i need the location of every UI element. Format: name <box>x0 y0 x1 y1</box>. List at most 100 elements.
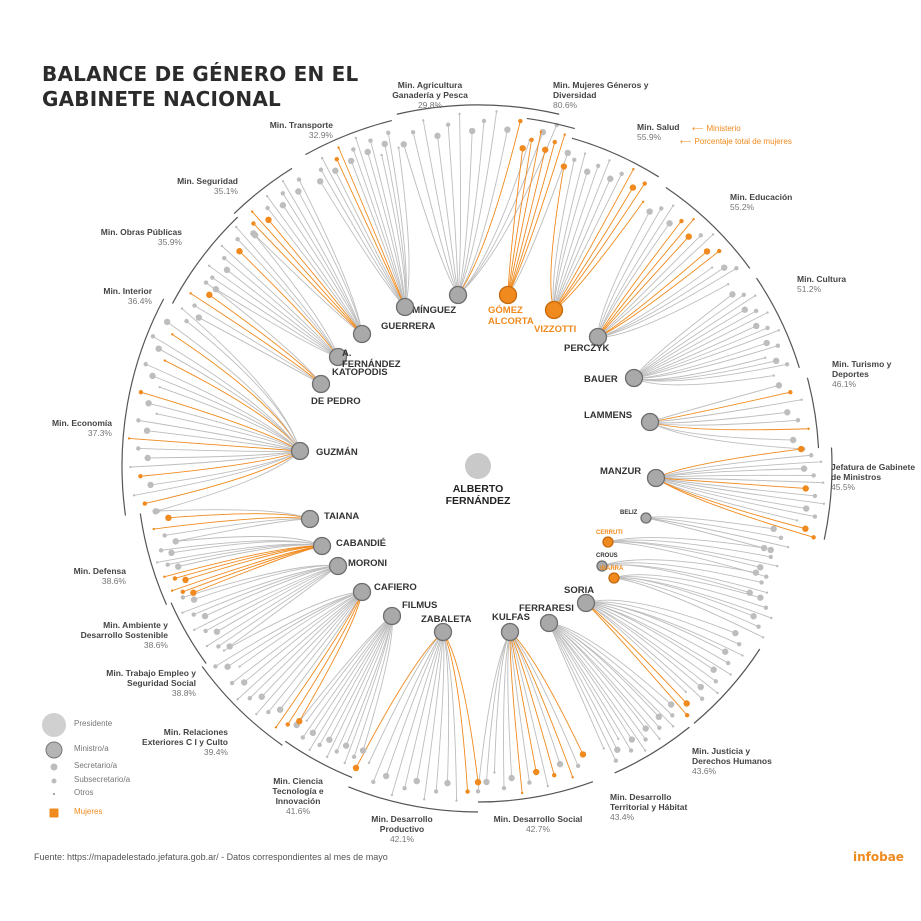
official-dot <box>811 473 816 478</box>
branch-line <box>385 631 444 777</box>
branch-line <box>437 135 459 296</box>
official-dot <box>325 755 329 759</box>
branch-line <box>321 157 406 308</box>
woman-official-dot <box>542 146 549 153</box>
minister-name: CAFIERO <box>374 582 417 593</box>
woman-official-dot <box>163 575 166 578</box>
official-dot <box>628 736 636 743</box>
official-dot <box>741 654 744 657</box>
official-dot <box>767 546 774 554</box>
ministry-name: Min. Desarrollo Territorial y Hábitat <box>610 792 687 812</box>
branch-line <box>645 517 789 548</box>
woman-official-dot <box>632 168 635 171</box>
official-dot <box>434 132 441 140</box>
branch-line <box>182 565 339 614</box>
ministry-name: Min. Ambiente y Desarrollo Sostenible <box>81 620 169 640</box>
minister-node <box>596 560 608 572</box>
branch-line <box>585 599 736 634</box>
official-dot <box>657 725 662 730</box>
woman-official-dot <box>337 146 340 149</box>
branch-line <box>655 477 815 497</box>
woman-official-dot <box>236 248 243 255</box>
official-dot <box>784 409 791 416</box>
branch-line <box>182 564 339 598</box>
official-dot <box>628 748 634 753</box>
official-dot <box>143 361 148 367</box>
branch-line <box>645 516 774 530</box>
minister-node <box>539 613 559 633</box>
branch-line <box>255 591 363 715</box>
official-dot <box>455 799 458 802</box>
branch-line <box>553 178 611 311</box>
ministry-women-percentage: 41.6% <box>286 806 311 816</box>
branch-line <box>585 602 726 653</box>
official-dot <box>147 481 154 489</box>
woman-official-dot <box>629 184 637 191</box>
woman-official-dot <box>539 130 543 133</box>
official-dot <box>347 157 355 165</box>
minister-node <box>328 556 348 576</box>
official-dot <box>504 126 511 133</box>
official-dot <box>784 362 790 367</box>
official-dot <box>556 760 564 768</box>
branch-line <box>403 144 459 296</box>
woman-official-dot <box>683 700 690 707</box>
official-dot <box>190 596 198 603</box>
official-dot <box>710 666 717 673</box>
woman-branch-line <box>129 437 301 452</box>
woman-official-dot <box>529 137 534 143</box>
ministry-women-percentage: 37.3% <box>88 428 113 438</box>
ministry-name: Min. Mujeres Géneros y Diversidad <box>553 80 649 100</box>
ministry-bracket-arc <box>396 104 560 115</box>
official-dot <box>583 152 587 155</box>
official-dot <box>265 194 269 198</box>
woman-official-dot <box>170 589 174 592</box>
official-dot <box>180 595 186 600</box>
official-dot <box>220 244 224 248</box>
branch-line <box>607 539 771 558</box>
minister-node <box>500 622 520 642</box>
official-dot <box>795 418 801 423</box>
branch-line <box>152 375 301 452</box>
official-dot <box>720 264 728 271</box>
official-dot <box>753 322 760 330</box>
woman-official-dot <box>703 248 711 255</box>
official-dot <box>584 168 591 175</box>
branch-line <box>655 477 816 518</box>
official-dot <box>132 494 136 497</box>
branch-line <box>231 591 363 684</box>
ministry-name: Min. Agricultura Ganadería y Pesca <box>392 80 468 100</box>
official-dot <box>305 719 308 722</box>
minister-name: FILMUS <box>402 600 437 611</box>
official-dot <box>711 233 715 236</box>
official-dot <box>226 643 233 650</box>
ministry-women-percentage: 46.1% <box>832 379 857 389</box>
official-dot <box>236 698 239 701</box>
official-dot <box>255 712 258 716</box>
official-dot <box>213 664 218 669</box>
woman-official-dot <box>296 718 303 725</box>
woman-official-dot <box>142 501 148 506</box>
arrow-left-icon: ⟵ <box>680 137 692 146</box>
woman-branch-line <box>655 477 814 538</box>
official-dot <box>276 706 284 713</box>
branch-line <box>633 327 768 379</box>
official-dot <box>203 628 208 634</box>
ministry-name: Min. Trabajo Empleo y Seguridad Social <box>106 668 196 688</box>
president-name: ALBERTO FERNÁNDEZ <box>446 483 511 507</box>
official-dot <box>741 306 749 313</box>
ministry-bracket-arc <box>348 786 479 813</box>
official-dot <box>145 400 152 407</box>
official-dot <box>508 774 515 782</box>
woman-branch-line <box>507 141 556 296</box>
ministry-group: FILMUS Min. Ciencia Tecnología e Innovación… <box>272 600 437 816</box>
minister-node <box>328 347 348 367</box>
official-dot <box>367 761 371 765</box>
official-dot <box>224 663 231 670</box>
branch-line <box>601 562 762 583</box>
brand-logo: infobae <box>853 850 904 864</box>
minister-name: A. FERNÁNDEZ <box>342 348 401 370</box>
woman-official-dot <box>138 474 143 479</box>
branch-line <box>152 335 301 452</box>
